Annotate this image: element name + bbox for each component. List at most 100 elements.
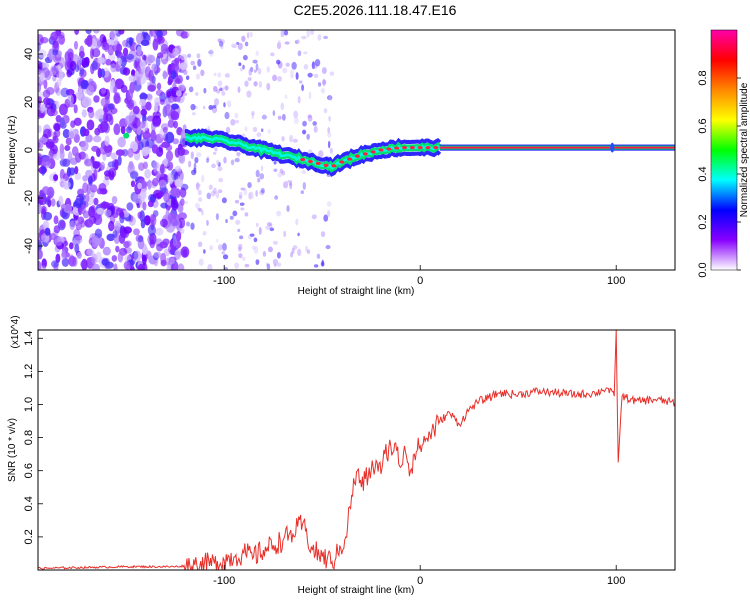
noise-blob (272, 240, 279, 245)
colorbar-tick-label: 0.6 (697, 118, 709, 133)
noise-blob (290, 69, 294, 77)
noise-blob (173, 262, 179, 270)
track-peak (386, 147, 392, 151)
noise-blob (280, 102, 285, 111)
noise-blob (195, 73, 201, 80)
noise-blob (318, 82, 322, 87)
noise-blob (49, 109, 58, 117)
noise-blob (170, 187, 179, 197)
noise-blob (145, 101, 152, 111)
noise-blob (290, 74, 294, 79)
noise-blob (284, 94, 288, 99)
noise-blob (201, 209, 204, 216)
noise-blob (166, 264, 171, 270)
noise-blob (277, 75, 283, 82)
noise-blob (251, 245, 256, 250)
noise-blob (150, 214, 157, 227)
noise-blob (328, 95, 333, 101)
noise-blob (47, 141, 55, 149)
noise-blob (234, 119, 240, 124)
noise-blob (45, 102, 54, 109)
noise-blob (238, 62, 242, 67)
noise-blob (102, 246, 111, 256)
noise-blob (313, 264, 319, 268)
noise-blob (265, 262, 269, 267)
noise-blob (183, 92, 188, 96)
noise-blob (309, 30, 315, 36)
noise-blob (259, 190, 265, 196)
track-peak (354, 154, 360, 158)
noise-blob (306, 249, 311, 254)
noise-blob (308, 91, 312, 100)
noise-blob (202, 231, 207, 236)
noise-blob (44, 227, 51, 236)
noise-blob (159, 163, 165, 175)
noise-blob (117, 136, 126, 148)
carrier-core (439, 146, 675, 149)
noise-blob (247, 181, 252, 189)
noise-blob (69, 60, 77, 71)
noise-blob (92, 161, 100, 169)
y-tick-label: 40 (23, 48, 35, 60)
noise-blob (289, 182, 292, 187)
noise-blob (195, 91, 199, 97)
colorbar: 0.0 0.2 0.4 0.6 0.8 Normalized spectral ampl… (697, 29, 750, 278)
noise-blob (144, 168, 152, 179)
noise-blob (113, 159, 119, 171)
noise-blob (328, 115, 331, 122)
noise-blob (178, 212, 187, 220)
noise-blob (123, 261, 131, 270)
noise-blob (188, 160, 192, 168)
noise-blob (127, 147, 134, 158)
noise-blob (253, 69, 257, 73)
track-peak (425, 146, 431, 150)
noise-blob (307, 114, 313, 119)
noise-blob (230, 118, 236, 126)
noise-blob (255, 50, 259, 56)
noise-blob (231, 43, 237, 49)
noise-blob (43, 79, 48, 90)
noise-blob (255, 259, 260, 265)
noise-blob (230, 159, 235, 166)
noise-blob (39, 103, 45, 114)
noise-blob (38, 99, 41, 109)
noise-blob (186, 30, 191, 38)
noise-blob (53, 174, 59, 182)
noise-blob (100, 161, 106, 171)
track-peak (331, 164, 337, 168)
noise-blob (152, 38, 159, 51)
noise-blob (177, 82, 186, 92)
noise-blob (244, 41, 249, 47)
noise-blob (182, 249, 188, 257)
noise-blob (40, 36, 49, 44)
noise-blob (158, 35, 165, 44)
y-tick-label: 0.8 (23, 430, 35, 445)
noise-blob (281, 136, 285, 142)
noise-blob (43, 211, 53, 221)
noise-blob (251, 110, 255, 116)
noise-blob (124, 240, 132, 247)
noise-blob (221, 86, 226, 91)
noise-blob (113, 30, 118, 35)
noise-blob (58, 70, 64, 82)
noise-blob (253, 81, 258, 87)
spectrogram-y-axis-label: Frequency (Hz) (7, 116, 18, 185)
noise-blob (123, 226, 133, 234)
noise-blob (327, 131, 332, 138)
noise-blob (318, 150, 324, 158)
noise-blob (180, 31, 189, 39)
noise-blob (39, 72, 45, 82)
noise-blob (174, 77, 181, 85)
noise-blob (234, 262, 239, 269)
noise-blob (266, 82, 271, 91)
track-peak (402, 146, 408, 150)
noise-blob (265, 225, 270, 230)
noise-blob (170, 257, 175, 265)
snr-panel: -100 0 100 0.2 0.4 0.6 0.8 1.0 1.2 1.4 Height of… (7, 315, 676, 596)
noise-blob (186, 221, 191, 227)
noise-blob (252, 59, 258, 64)
noise-blob (105, 58, 112, 66)
noise-blob (158, 191, 164, 198)
noise-blob (190, 222, 195, 230)
noise-blob (62, 128, 70, 139)
